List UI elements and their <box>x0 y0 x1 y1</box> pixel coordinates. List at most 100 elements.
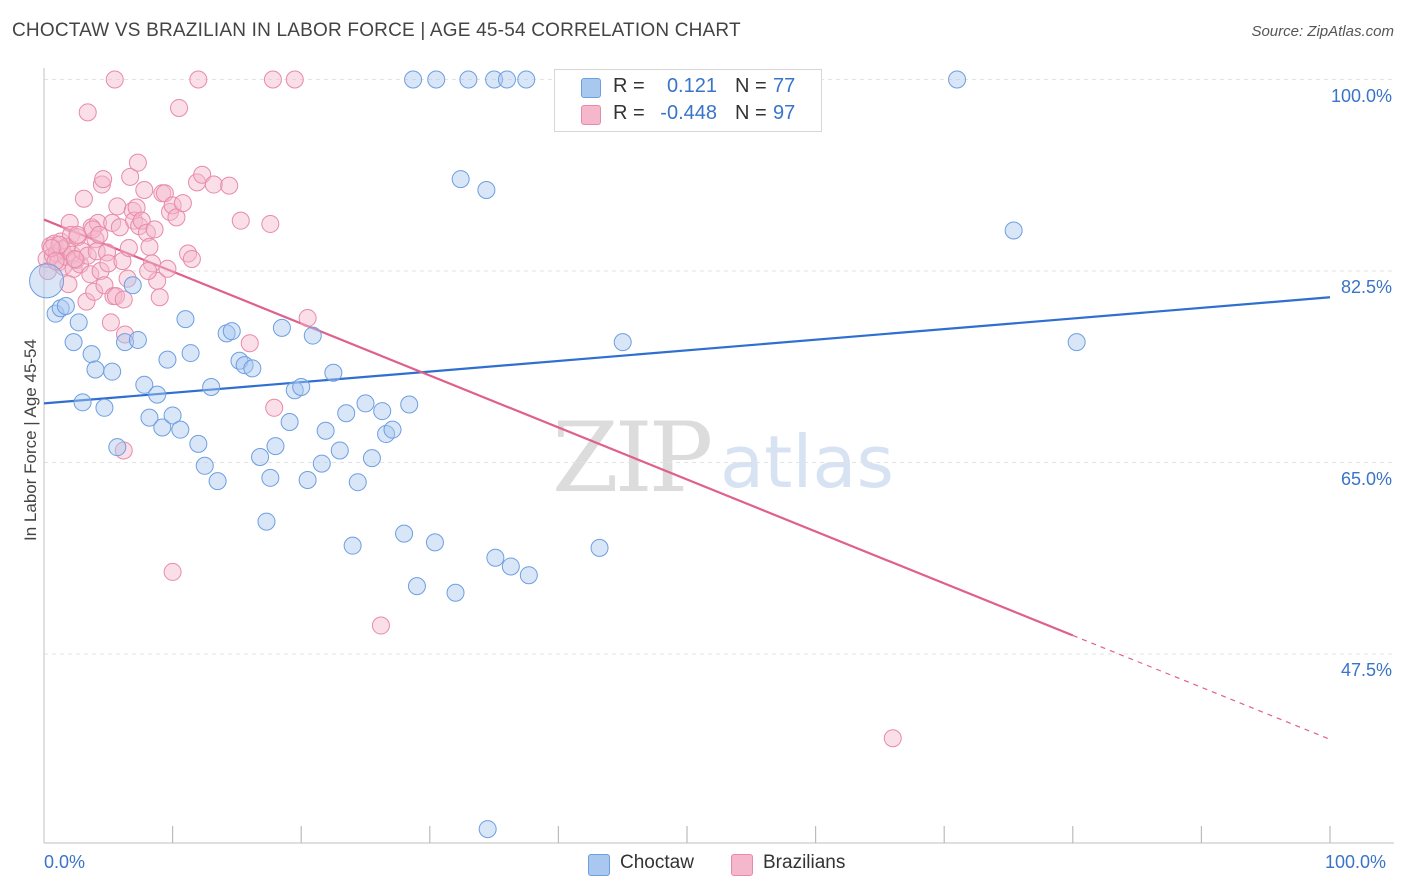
point-brazilians <box>78 103 97 122</box>
point-brazilians <box>189 70 208 89</box>
legend-row-brazilians: R = -0.448 N = 97 <box>555 101 821 127</box>
point-choctaw <box>497 70 516 89</box>
point-choctaw <box>257 512 276 531</box>
point-brazilians <box>163 562 182 581</box>
point-brazilians <box>265 398 284 417</box>
point-choctaw <box>451 170 470 189</box>
point-choctaw <box>243 359 262 378</box>
point-choctaw <box>292 377 311 396</box>
point-choctaw <box>64 333 83 352</box>
legend-swatch-choctaw <box>581 78 601 98</box>
y-tick-label: 47.5% <box>1340 660 1392 680</box>
point-choctaw <box>362 449 381 468</box>
point-choctaw <box>517 70 536 89</box>
point-choctaw <box>298 471 317 490</box>
point-choctaw <box>108 438 127 457</box>
point-brazilians <box>139 262 158 280</box>
point-choctaw <box>425 533 444 552</box>
point-brazilians <box>85 282 104 301</box>
point-brazilians <box>62 225 81 244</box>
point-choctaw <box>343 536 362 555</box>
point-choctaw <box>46 304 65 323</box>
point-brazilians <box>90 225 109 244</box>
point-brazilians <box>371 616 390 635</box>
point-choctaw <box>69 313 88 332</box>
point-brazilians <box>81 265 100 284</box>
point-choctaw <box>486 548 505 567</box>
point-choctaw <box>312 454 331 473</box>
point-choctaw <box>1067 333 1086 352</box>
trend-line-brazilians-extrapolated <box>1072 634 1331 740</box>
point-choctaw <box>266 437 285 456</box>
point-brazilians <box>99 254 118 273</box>
point-brazilians <box>108 197 127 216</box>
point-brazilians <box>158 259 177 278</box>
point-choctaw <box>202 377 221 396</box>
point-brazilians <box>92 175 111 194</box>
correlation-legend: R = 0.121 N = 77 R = -0.448 N = 97 <box>554 69 822 132</box>
point-choctaw <box>590 538 609 557</box>
point-brazilians <box>121 167 140 186</box>
bottom-legend-label-choctaw: Choctaw <box>620 852 694 873</box>
axes <box>43 68 1394 844</box>
point-brazilians <box>220 176 239 195</box>
point-choctaw <box>181 344 200 363</box>
point-choctaw <box>272 318 291 337</box>
legend-r-value: -0.448 <box>660 102 717 124</box>
point-choctaw <box>395 524 414 543</box>
point-brazilians <box>113 252 132 271</box>
point-choctaw <box>404 70 423 89</box>
point-brazilians <box>285 70 304 89</box>
point-brazilians <box>150 288 169 307</box>
point-choctaw <box>407 577 426 596</box>
point-choctaw <box>73 393 92 412</box>
point-brazilians <box>105 70 124 89</box>
point-choctaw <box>356 394 375 413</box>
point-choctaw <box>948 70 967 89</box>
point-choctaw <box>519 566 538 585</box>
point-choctaw <box>222 322 241 341</box>
point-brazilians <box>145 220 164 239</box>
point-choctaw <box>400 395 419 414</box>
y-tick-label: 82.5% <box>1340 277 1392 297</box>
point-choctaw <box>148 385 167 404</box>
point-choctaw <box>373 402 392 421</box>
point-choctaw <box>95 398 114 417</box>
legend-r-label: R = <box>613 102 645 124</box>
point-choctaw <box>123 276 142 295</box>
point-choctaw <box>485 70 504 89</box>
point-choctaw <box>163 406 182 425</box>
point-choctaw <box>153 418 172 437</box>
point-brazilians <box>193 165 212 184</box>
point-choctaw <box>171 420 190 439</box>
bottom-legend-swatch-choctaw <box>588 854 610 876</box>
point-brazilians <box>173 194 192 213</box>
point-choctaw <box>86 360 105 379</box>
point-choctaw <box>459 70 478 89</box>
point-brazilians <box>204 175 223 194</box>
legend-n-value: 97 <box>773 102 796 124</box>
trend-lines <box>43 218 1331 740</box>
point-choctaw <box>128 330 147 349</box>
point-brazilians <box>128 153 147 172</box>
point-brazilians <box>119 239 138 258</box>
point-choctaw <box>189 434 208 453</box>
y-axis-label-wrap: In Labor Force | Age 45-54 <box>16 300 46 580</box>
point-brazilians <box>74 189 93 208</box>
point-brazilians <box>132 211 151 230</box>
y-tick-label: 100.0% <box>1330 85 1392 106</box>
trend-line-choctaw <box>43 296 1331 405</box>
y-tick-label: 65.0% <box>1340 468 1392 489</box>
point-choctaw <box>280 413 299 432</box>
point-choctaw <box>158 350 177 369</box>
point-choctaw <box>477 181 496 200</box>
point-choctaw <box>613 333 632 352</box>
point-choctaw <box>103 362 122 381</box>
trend-line-brazilians <box>43 218 1074 637</box>
point-choctaw <box>56 297 75 316</box>
point-brazilians <box>135 181 154 200</box>
point-brazilians <box>46 252 65 271</box>
x-tick-label-max: 100.0% <box>1325 852 1387 872</box>
point-brazilians <box>182 249 201 268</box>
